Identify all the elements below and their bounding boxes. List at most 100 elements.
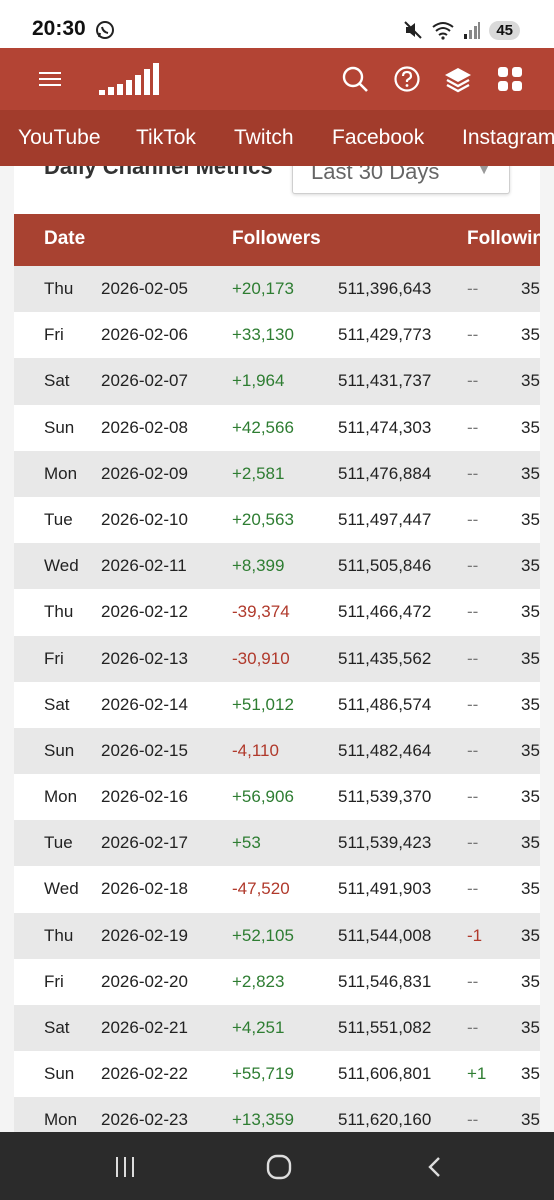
- follower-total-cell: 511,466,472: [338, 602, 432, 622]
- day-cell: Wed: [44, 556, 79, 576]
- date-cell: 2026-02-19: [101, 925, 188, 945]
- recent-apps-icon[interactable]: [110, 1152, 140, 1182]
- home-icon[interactable]: [264, 1152, 294, 1182]
- follower-total-cell: 511,497,447: [338, 509, 432, 529]
- following-total-cell: 35: [521, 371, 540, 391]
- follower-total-cell: 511,429,773: [338, 325, 432, 345]
- day-cell: Fri: [44, 971, 64, 991]
- following-change-cell: --: [467, 787, 479, 807]
- date-range-value: Last 30 Days: [311, 166, 440, 184]
- table-row: Sat 2026-02-14 +51,012 511,486,574 -- 35: [14, 681, 540, 728]
- following-change-cell: --: [467, 833, 479, 853]
- whatsapp-icon: [96, 21, 114, 39]
- date-cell: 2026-02-12: [101, 602, 188, 622]
- date-range-select[interactable]: Last 30 Days ▼: [292, 166, 510, 194]
- day-cell: Thu: [44, 602, 74, 622]
- day-cell: Sat: [44, 371, 70, 391]
- signal-bars-logo[interactable]: [96, 61, 164, 97]
- date-cell: 2026-02-05: [101, 279, 188, 298]
- day-cell: Sun: [44, 417, 75, 437]
- table-row: Thu 2026-02-05 +20,173 511,396,643 -- 35: [14, 266, 540, 313]
- tab-tiktok[interactable]: TikTok: [136, 126, 196, 149]
- following-change-cell: --: [467, 1018, 479, 1037]
- following-change-cell: --: [467, 648, 479, 668]
- following-change-cell: --: [467, 463, 479, 483]
- follower-total-cell: 511,482,464: [338, 740, 432, 760]
- day-cell: Tue: [44, 833, 73, 853]
- day-cell: Wed: [44, 879, 79, 899]
- status-time: 20:30: [32, 17, 86, 40]
- following-total-cell: 35: [521, 1110, 540, 1130]
- table-header: Date Followers Following: [14, 214, 540, 266]
- follower-change-cell: +20,563: [232, 509, 294, 529]
- table-row: Mon 2026-02-23 +13,359 511,620,160 -- 35: [14, 1097, 540, 1132]
- following-total-cell: 35: [521, 925, 540, 945]
- table-row: Thu 2026-02-12 -39,374 511,466,472 -- 35: [14, 589, 540, 636]
- search-icon[interactable]: [337, 61, 373, 97]
- day-cell: Sat: [44, 1018, 70, 1037]
- follower-change-cell: +13,359: [232, 1110, 294, 1130]
- table-row: Wed 2026-02-18 -47,520 511,491,903 -- 35: [14, 866, 540, 913]
- following-total-cell: 35: [521, 694, 540, 714]
- header-following[interactable]: Following: [467, 228, 540, 249]
- table-row: Fri 2026-02-06 +33,130 511,429,773 -- 35: [14, 312, 540, 359]
- chevron-down-icon: ▼: [477, 166, 491, 177]
- date-cell: 2026-02-17: [101, 833, 188, 853]
- date-cell: 2026-02-14: [101, 694, 188, 714]
- system-nav-bar: [0, 1132, 554, 1200]
- apps-grid-icon[interactable]: [492, 61, 528, 97]
- following-total-cell: 35: [521, 787, 540, 807]
- platform-tabs: YouTube TikTok Twitch Facebook Instagram: [0, 110, 554, 166]
- header-followers[interactable]: Followers: [232, 228, 321, 249]
- date-cell: 2026-02-16: [101, 787, 188, 807]
- back-icon[interactable]: [420, 1152, 450, 1182]
- table-row: Sun 2026-02-22 +55,719 511,606,801 +1 35: [14, 1051, 540, 1098]
- table-row: Fri 2026-02-13 -30,910 511,435,562 -- 35: [14, 635, 540, 682]
- following-change-cell: --: [467, 1110, 479, 1130]
- day-cell: Sun: [44, 740, 75, 760]
- wifi-icon: [432, 22, 454, 40]
- tab-facebook[interactable]: Facebook: [332, 126, 425, 149]
- follower-total-cell: 511,606,801: [338, 1064, 432, 1084]
- follower-change-cell: +33,130: [232, 325, 294, 345]
- tab-instagram[interactable]: Instagram: [462, 126, 554, 149]
- follower-change-cell: +2,581: [232, 463, 285, 483]
- follower-change-cell: +56,906: [232, 787, 294, 807]
- following-change-cell: --: [467, 509, 479, 529]
- tab-twitch[interactable]: Twitch: [234, 126, 294, 149]
- help-icon[interactable]: [389, 61, 425, 97]
- follower-total-cell: 511,396,643: [338, 279, 432, 298]
- table-row: Mon 2026-02-16 +56,906 511,539,370 -- 35: [14, 774, 540, 821]
- follower-change-cell: -30,910: [232, 648, 290, 668]
- following-total-cell: 35: [521, 463, 540, 483]
- following-total-cell: 35: [521, 556, 540, 576]
- table-row: Sun 2026-02-15 -4,110 511,482,464 -- 35: [14, 727, 540, 775]
- date-cell: 2026-02-08: [101, 417, 188, 437]
- following-total-cell: 35: [521, 879, 540, 899]
- tab-youtube[interactable]: YouTube: [18, 126, 101, 149]
- follower-total-cell: 511,551,082: [338, 1018, 432, 1037]
- follower-change-cell: +52,105: [232, 925, 294, 945]
- following-change-cell: --: [467, 279, 479, 298]
- following-total-cell: 35: [521, 509, 540, 529]
- follower-change-cell: +55,719: [232, 1064, 294, 1084]
- following-total-cell: 35: [521, 417, 540, 437]
- menu-icon[interactable]: [32, 61, 68, 97]
- follower-change-cell: +2,823: [232, 971, 285, 991]
- following-change-cell: --: [467, 971, 479, 991]
- status-bar: 20:30 45: [0, 0, 554, 48]
- table-body: Thu 2026-02-05 +20,173 511,396,643 -- 35 Fri 20…: [14, 266, 540, 1132]
- section-title: Daily Channel Metrics: [44, 166, 273, 179]
- header-date[interactable]: Date: [44, 228, 86, 249]
- cell-signal-icon: [464, 22, 481, 39]
- day-cell: Thu: [44, 279, 74, 298]
- date-cell: 2026-02-07: [101, 371, 188, 391]
- status-icons: 45: [403, 18, 520, 42]
- mute-icon: [404, 21, 423, 39]
- follower-total-cell: 511,544,008: [338, 925, 432, 945]
- follower-total-cell: 511,491,903: [338, 879, 432, 899]
- date-cell: 2026-02-09: [101, 463, 188, 483]
- follower-change-cell: +42,566: [232, 417, 294, 437]
- layers-icon[interactable]: [440, 61, 476, 97]
- day-cell: Sat: [44, 694, 70, 714]
